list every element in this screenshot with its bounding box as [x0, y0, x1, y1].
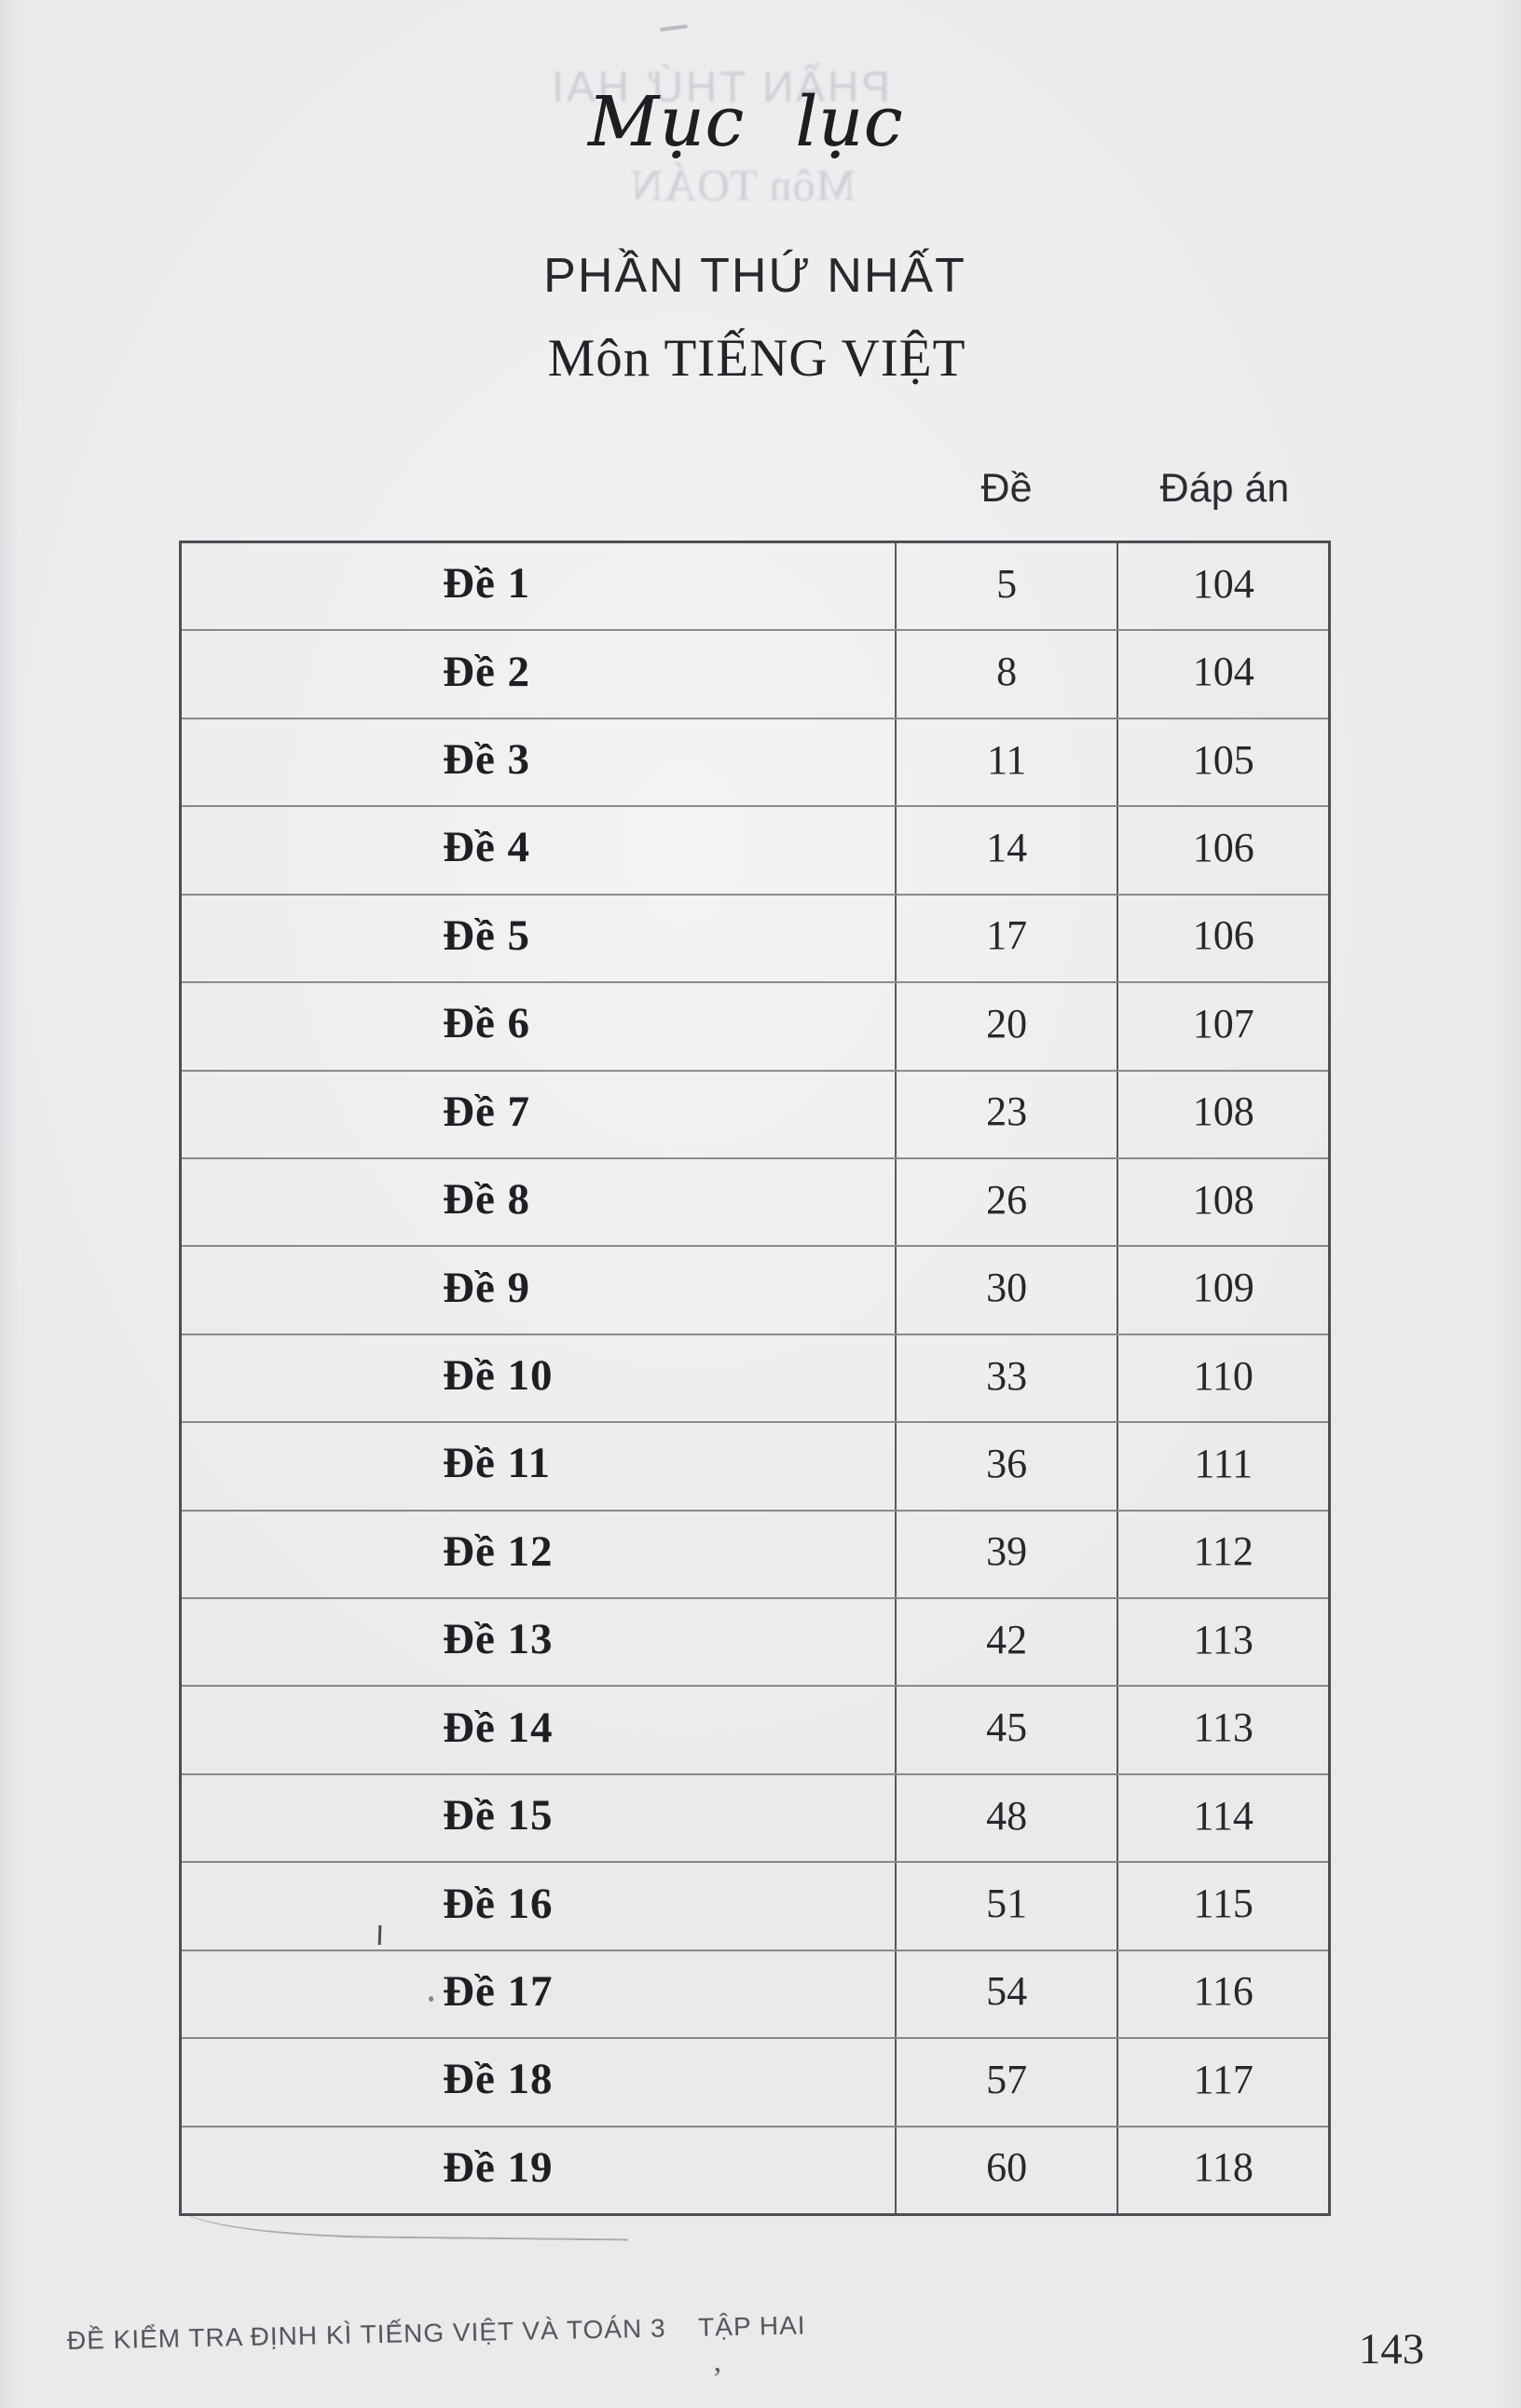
toc-row-de-page: 33	[894, 1334, 1117, 1422]
table-row: Đề 11 36 111	[182, 1421, 1328, 1510]
toc-row-label: Đề 6	[443, 999, 531, 1048]
table-row: Đề 18 57 117	[182, 2037, 1328, 2126]
bleed-through-subject-heading: Môn TOÁN	[629, 161, 856, 211]
table-row: Đề 6 20 107	[182, 981, 1328, 1070]
table-row: Đề 7 23 108	[182, 1069, 1328, 1157]
toc-row-dapan-page: 116	[1117, 1950, 1328, 2038]
toc-row-label: Đề 3	[443, 735, 531, 785]
toc-row-label: Đề 17	[443, 1966, 554, 2016]
toc-row-dapan-page: 118	[1117, 2127, 1328, 2214]
toc-row-label: Đề 12	[443, 1526, 554, 1576]
toc-row-dapan-page: 113	[1117, 1687, 1328, 1773]
toc-row-dapan-page: 115	[1117, 1863, 1328, 1950]
toc-row-dapan-page: 104	[1117, 631, 1328, 718]
page-number: 143	[1358, 2325, 1425, 2374]
toc-row-de-page: 45	[894, 1687, 1117, 1773]
toc-row-dapan-page: 117	[1117, 2039, 1328, 2126]
toc-row-de-page: 14	[894, 807, 1117, 894]
toc-row-de-page: 39	[894, 1511, 1117, 1598]
table-row: Đề 10 33 110	[182, 1333, 1328, 1422]
toc-row-label: Đề 10	[443, 1351, 554, 1400]
toc-row-dapan-page: 107	[1117, 983, 1328, 1070]
toc-row-dapan-page: 109	[1117, 1247, 1328, 1334]
print-artifact-dot	[429, 1996, 433, 2002]
toc-row-de-page: 23	[894, 1071, 1117, 1157]
toc-row-de-page: 17	[894, 895, 1117, 982]
toc-row-label: Đề 13	[443, 1615, 554, 1664]
toc-row-de-page: 20	[894, 983, 1117, 1070]
toc-row-label: Đề 5	[443, 910, 531, 960]
toc-row-de-page: 48	[894, 1774, 1117, 1862]
table-row: Đề 13 42 113	[182, 1597, 1328, 1686]
toc-row-dapan-page: 110	[1117, 1334, 1328, 1422]
toc-row-de-page: 42	[894, 1599, 1117, 1686]
column-header-de: Đề	[980, 466, 1033, 511]
toc-row-de-page: 5	[894, 543, 1117, 630]
table-row: Đề 8 26 108	[182, 1156, 1328, 1246]
print-artifact-comma: ’	[712, 2361, 723, 2396]
column-header-dap-an: Đáp án	[1159, 466, 1290, 511]
table-row: Đề 14 45 113	[182, 1685, 1328, 1773]
scan-artifact-curve	[180, 2204, 629, 2241]
toc-row-label: Đề 15	[443, 1791, 554, 1840]
table-row: Đề 2 8 104	[182, 629, 1328, 718]
toc-row-dapan-page: 106	[1117, 895, 1328, 982]
toc-row-dapan-page: 112	[1117, 1511, 1328, 1598]
toc-row-dapan-page: 106	[1117, 807, 1328, 894]
toc-row-label: Đề 11	[443, 1439, 551, 1488]
toc-row-de-page: 11	[894, 718, 1117, 806]
table-row: Đề 5 17 106	[182, 893, 1328, 982]
table-row: Đề 17 54 116	[182, 1949, 1328, 2038]
table-row: Đề 3 11 105	[182, 717, 1328, 806]
toc-row-de-page: 8	[894, 631, 1117, 718]
toc-row-de-page: 57	[894, 2039, 1117, 2126]
toc-row-dapan-page: 104	[1117, 543, 1328, 630]
table-row: Đề 9 30 109	[182, 1245, 1328, 1334]
table-row: Đề 1 5 104	[182, 543, 1328, 630]
toc-row-de-page: 30	[894, 1247, 1117, 1334]
toc-row-dapan-page: 113	[1117, 1599, 1328, 1686]
print-artifact-squiggle	[659, 24, 689, 32]
table-row: Đề 16 51 115	[182, 1861, 1328, 1950]
table-row: Đề 12 39 112	[182, 1509, 1328, 1598]
toc-row-label: Đề 4	[443, 823, 531, 872]
toc-row-label: Đề 2	[443, 647, 531, 696]
toc-row-dapan-page: 108	[1117, 1071, 1328, 1157]
toc-row-de-page: 26	[894, 1158, 1117, 1246]
part-heading: PHẦN THỨ NHẤT	[543, 249, 966, 303]
footer-book-title: ĐỀ KIỂM TRA ĐỊNH KÌ TIẾNG VIỆT VÀ TOÁN 3…	[66, 2310, 806, 2355]
toc-row-label: Đề 9	[443, 1263, 531, 1312]
toc-row-label: Đề 18	[443, 2055, 554, 2104]
toc-row-de-page: 51	[894, 1863, 1117, 1950]
toc-row-dapan-page: 111	[1117, 1423, 1328, 1510]
toc-row-label: Đề 1	[443, 559, 531, 609]
toc-row-label: Đề 8	[443, 1175, 531, 1225]
toc-row-label: Đề 19	[443, 2142, 554, 2192]
subject-heading: Môn TIẾNG VIỆT	[547, 329, 966, 388]
toc-row-dapan-page: 105	[1117, 718, 1328, 806]
table-row: Đề 15 48 114	[182, 1772, 1328, 1862]
toc-row-de-page: 60	[894, 2127, 1117, 2214]
table-row: Đề 19 60 118	[182, 2125, 1328, 2214]
toc-table: Đề 1 5 104 Đề 2 8 104 Đề 3 11 105 Đề 4 1…	[179, 540, 1331, 2216]
toc-row-de-page: 36	[894, 1423, 1117, 1510]
toc-row-label: Đề 14	[443, 1703, 554, 1752]
toc-row-dapan-page: 108	[1117, 1158, 1328, 1246]
toc-row-label: Đề 16	[443, 1879, 554, 1928]
toc-row-dapan-page: 114	[1117, 1774, 1328, 1862]
toc-row-label: Đề 7	[443, 1087, 531, 1136]
table-row: Đề 4 14 106	[182, 805, 1328, 894]
page-title: Mục lục	[587, 82, 904, 162]
toc-row-de-page: 54	[894, 1950, 1117, 2038]
